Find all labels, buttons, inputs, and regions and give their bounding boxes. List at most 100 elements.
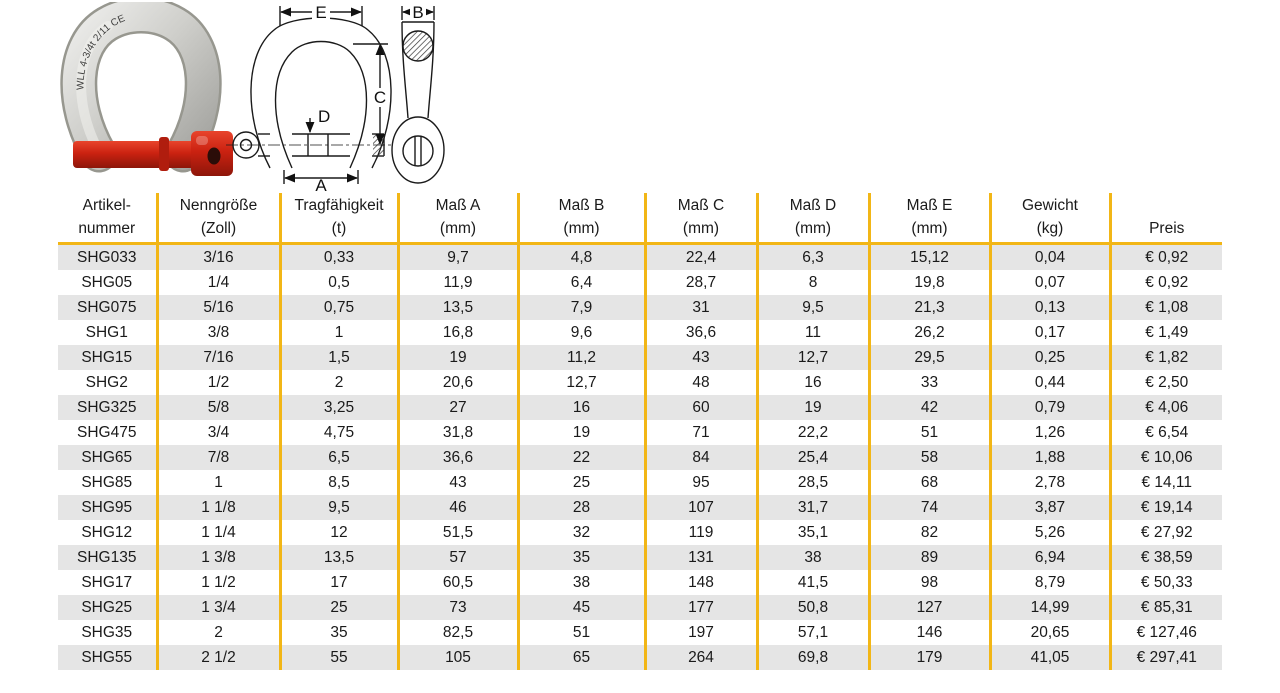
column-header-6: Maß C (mm) — [645, 193, 759, 245]
table-cell: € 19,14 — [1140, 498, 1193, 516]
table-cell: 20,65 — [990, 619, 1112, 645]
table-cell: SHG1 — [58, 319, 159, 345]
dim-label-E: E — [315, 3, 326, 22]
header-row: Artikel-nummer Nenngröße (Zoll) Tragfähigke… — [58, 193, 1222, 245]
table-cell: 2 — [280, 369, 400, 395]
table-cell: 7/16 — [157, 344, 282, 370]
table-cell: 0,33 — [280, 243, 400, 270]
table-cell: 6,3 — [757, 243, 871, 270]
column-header-1: Artikel-nummer — [58, 193, 159, 245]
table-cell: 9,7 — [398, 243, 520, 270]
table-cell: 14,99 — [990, 594, 1112, 620]
table-cell: 19 — [757, 394, 871, 420]
table-cell: 26,2 — [869, 319, 992, 345]
table-cell: 1 3/8 — [157, 544, 282, 570]
table-cell: 46 — [398, 494, 520, 520]
table-cell: 264 — [645, 644, 759, 670]
table-row: SHG05 1/4 0,5 11,9 6,4 28,7 8 19,8 0,07 € 0,92 — [58, 269, 1222, 295]
table-cell: € 6,54 — [1145, 423, 1189, 441]
table-row: SHG325 5/8 3,25 27 16 60 19 42 0,79 € 4,06 — [58, 394, 1222, 420]
table-cell: 17 — [280, 569, 400, 595]
table-cell: € 1,82 — [1145, 348, 1189, 366]
table-cell: 11,9 — [398, 269, 520, 295]
table-cell: 98 — [869, 569, 992, 595]
table-cell: SHG25 — [58, 594, 159, 620]
dimension-drawing: E C D A B — [222, 0, 454, 195]
product-photo: WLL 4-3/4t 2/11 CE — [45, 0, 237, 188]
table-cell: 11,2 — [518, 344, 647, 370]
dim-label-A: A — [315, 176, 327, 192]
table-cell: 51,5 — [398, 519, 520, 545]
bow-shackle-photo-image: WLL 4-3/4t 2/11 CE — [60, 0, 233, 176]
table-row: SHG15 7/16 1,5 19 11,2 43 12,7 29,5 0,25 € 1,82 — [58, 344, 1222, 370]
table-cell: 8,79 — [990, 569, 1112, 595]
table-cell: 1/4 — [157, 269, 282, 295]
table-cell: SHG65 — [58, 444, 159, 470]
table-cell: 95 — [645, 469, 759, 495]
table-cell: SHG12 — [58, 519, 159, 545]
table-cell: 58 — [869, 444, 992, 470]
dimension-drawing-image: E C D A B — [226, 2, 445, 195]
table-cell: SHG2 — [58, 369, 159, 395]
table-cell: 25 — [518, 469, 647, 495]
column-header-3: Tragfähigkeit (t) — [280, 193, 400, 245]
table-cell: 31,7 — [757, 494, 871, 520]
table-row: SHG033 3/16 0,33 9,7 4,8 22,4 6,3 15,12 0,04 € 0,… — [58, 243, 1222, 270]
table-cell: 73 — [398, 594, 520, 620]
table-cell: 3/8 — [157, 319, 282, 345]
table-cell: 9,5 — [757, 294, 871, 320]
table-cell: 41,5 — [757, 569, 871, 595]
table-cell: 74 — [869, 494, 992, 520]
table-cell: 38 — [757, 544, 871, 570]
table-cell: 6,5 — [280, 444, 400, 470]
table-cell: 57 — [398, 544, 520, 570]
table-cell: 15,12 — [869, 243, 992, 270]
dim-label-C: C — [374, 88, 386, 107]
table-cell: 33 — [869, 369, 992, 395]
table-cell: 25,4 — [757, 444, 871, 470]
table-row: SHG12 1 1/4 12 51,5 32 119 35,1 82 5,26 € 27,92 — [58, 519, 1222, 545]
table-cell: 5,26 — [990, 519, 1112, 545]
table-cell: 9,5 — [280, 494, 400, 520]
table-cell: 13,5 — [398, 294, 520, 320]
table-cell: 7,9 — [518, 294, 647, 320]
table-cell: 22 — [518, 444, 647, 470]
table-cell: SHG325 — [58, 394, 159, 420]
table-cell: 55 — [280, 644, 400, 670]
table-cell: 38 — [518, 569, 647, 595]
table-cell: 179 — [869, 644, 992, 670]
table-cell: SHG075 — [58, 294, 159, 320]
table-row: SHG17 1 1/2 17 60,5 38 148 41,5 98 8,79 € 50,33 — [58, 569, 1222, 595]
table-cell: SHG135 — [58, 544, 159, 570]
table-cell: 4,8 — [518, 243, 647, 270]
table-cell: SHG05 — [58, 269, 159, 295]
table-cell: € 0,92 — [1145, 273, 1189, 291]
table-cell: € 1,49 — [1145, 323, 1189, 341]
table-cell: 28,7 — [645, 269, 759, 295]
table-cell: 0,75 — [280, 294, 400, 320]
table-cell: € 27,92 — [1140, 523, 1193, 541]
table-row: SHG475 3/4 4,75 31,8 19 71 22,2 51 1,26 € 6,54 — [58, 419, 1222, 445]
table-cell: 48 — [645, 369, 759, 395]
table-cell: € 297,41 — [1136, 648, 1197, 666]
table-cell: 35 — [280, 619, 400, 645]
table-cell: 16,8 — [398, 319, 520, 345]
table-cell: SHG95 — [58, 494, 159, 520]
table-body: SHG033 3/16 0,33 9,7 4,8 22,4 6,3 15,12 0,04 € 0,… — [58, 243, 1222, 670]
table-cell: € 1,08 — [1145, 298, 1189, 316]
table-cell: 105 — [398, 644, 520, 670]
table-cell: 0,5 — [280, 269, 400, 295]
table-cell: 1,26 — [990, 419, 1112, 445]
table-cell: 57,1 — [757, 619, 871, 645]
table-cell: 0,17 — [990, 319, 1112, 345]
table-row: SHG35 2 35 82,5 51 197 57,1 146 20,65 € 127,46 — [58, 619, 1222, 645]
table-cell: 6,94 — [990, 544, 1112, 570]
table-cell: 1,88 — [990, 444, 1112, 470]
table-cell: 2 1/2 — [157, 644, 282, 670]
shackle-spec-table: Artikel-nummer Nenngröße (Zoll) Tragfähigke… — [58, 193, 1222, 670]
table-cell: € 127,46 — [1136, 623, 1197, 641]
column-header-7: Maß D (mm) — [757, 193, 871, 245]
dim-label-D: D — [318, 107, 330, 126]
table-cell: 8,5 — [280, 469, 400, 495]
